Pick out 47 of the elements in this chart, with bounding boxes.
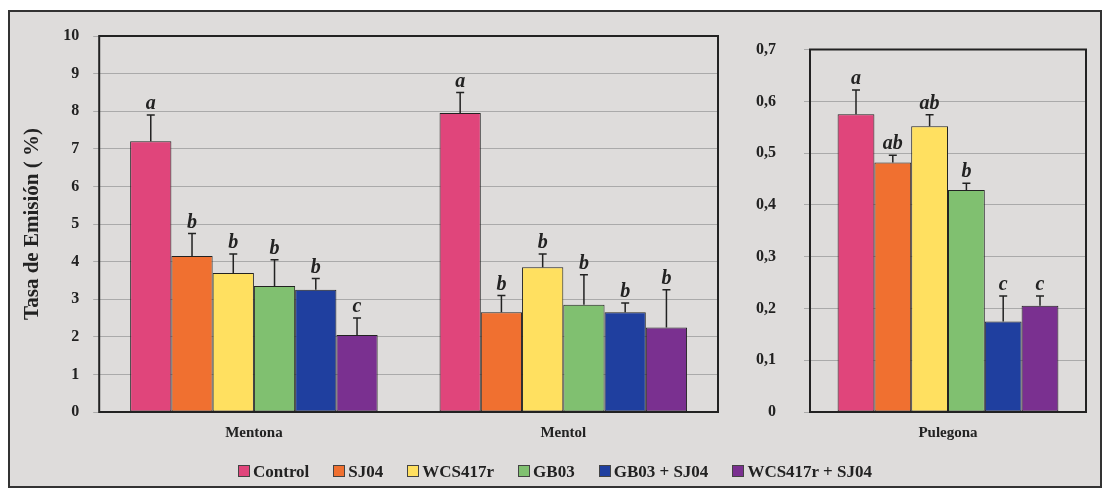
- y-tick-label: 0: [71, 402, 80, 420]
- x-tick-label: Pulegona: [918, 423, 979, 440]
- x-tick-label: Mentol: [540, 423, 587, 440]
- legend-label: WCS417r: [421, 462, 495, 481]
- annotation: b: [620, 279, 631, 302]
- y-tick-label: 0,3: [756, 246, 776, 264]
- annotation: b: [187, 209, 198, 232]
- y-axis-title: Tasa de Emisión ( %): [19, 128, 44, 320]
- legend-label: GB03 + SJ04: [612, 462, 709, 481]
- annotation: ab: [882, 131, 903, 154]
- annotation: b: [961, 159, 972, 182]
- y-tick-label: 0,1: [756, 350, 776, 368]
- x-tick-label: Mentona: [225, 423, 284, 440]
- annotation: b: [578, 250, 589, 273]
- legend-label: GB03: [532, 462, 575, 481]
- annotation: c: [998, 272, 1008, 295]
- legend-label: SJ04: [347, 462, 384, 481]
- y-tick-label: 0,2: [756, 298, 776, 316]
- y-tick-label: 6: [71, 176, 80, 194]
- annotation: a: [455, 68, 466, 91]
- annotation: b: [269, 235, 280, 258]
- y-tick-label: 8: [71, 101, 80, 119]
- y-tick-label: 0,4: [756, 195, 776, 213]
- y-tick-label: 7: [71, 138, 80, 156]
- y-tick-label: 4: [71, 251, 80, 269]
- y-tick-label: 1: [71, 364, 80, 382]
- annotation: b: [537, 230, 548, 253]
- annotation: b: [661, 265, 672, 288]
- legend-label: WCS417r + SJ04: [746, 462, 872, 481]
- annotation: b: [496, 271, 507, 294]
- y-tick-label: 3: [71, 289, 80, 307]
- legend-label: Control: [252, 462, 310, 481]
- y-tick-label: 0,6: [756, 91, 776, 109]
- y-tick-label: 10: [63, 26, 80, 44]
- annotation: a: [851, 66, 861, 89]
- y-tick-label: 0,7: [756, 39, 776, 57]
- annotation: c: [1035, 272, 1045, 295]
- annotation: b: [228, 230, 239, 253]
- annotation: a: [145, 91, 156, 114]
- annotation: b: [310, 254, 321, 277]
- y-tick-label: 0: [768, 402, 776, 420]
- annotation: ab: [919, 91, 940, 113]
- y-tick-label: 0,5: [756, 143, 776, 161]
- y-tick-label: 5: [71, 214, 80, 232]
- y-tick-label: 2: [71, 326, 80, 344]
- y-tick-label: 9: [71, 63, 80, 81]
- annotation: c: [352, 294, 362, 317]
